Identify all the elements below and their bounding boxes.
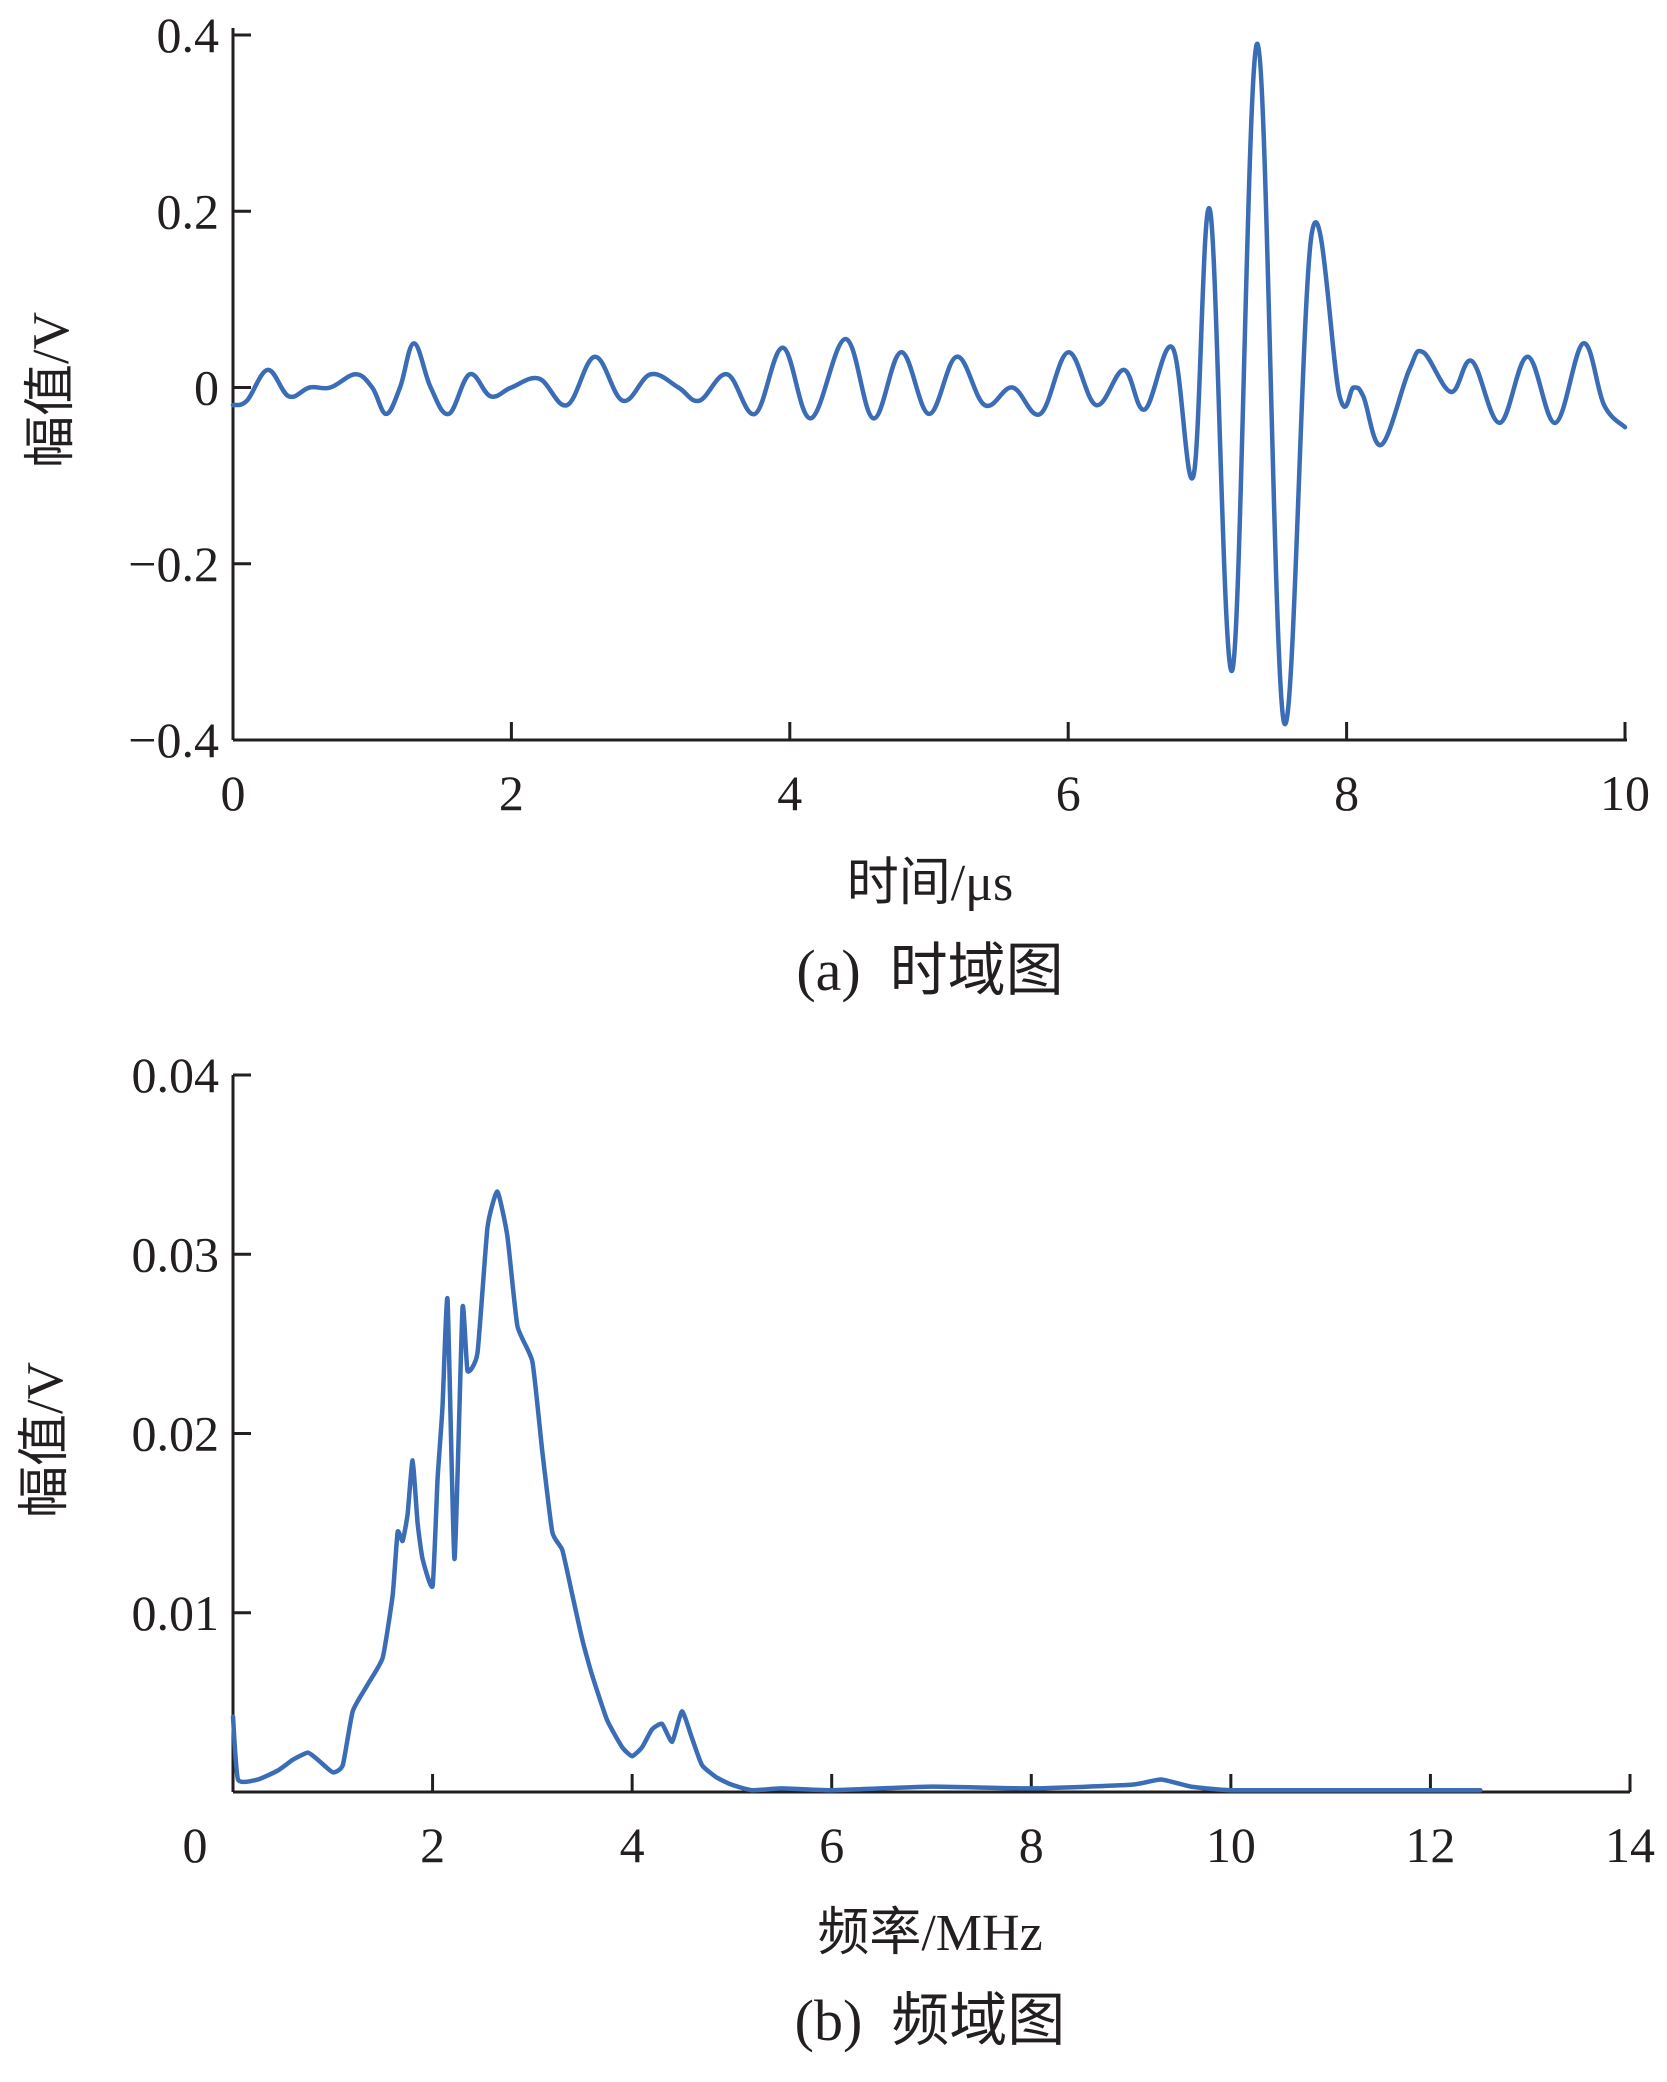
panel-b-caption: (b) 频域图 <box>795 1988 1066 2053</box>
signal-line <box>230 41 1628 727</box>
y-tick-label: 0.2 <box>157 183 220 239</box>
x-tick-label: 4 <box>620 1817 645 1873</box>
x-tick-label: 10 <box>1206 1817 1256 1873</box>
x-ticks: 0 2 4 6 8 10 <box>221 722 1650 821</box>
x-tick-label: 2 <box>499 765 524 821</box>
x-axis-title: 时间/μs <box>847 855 1014 912</box>
y-tick-label: 0.02 <box>132 1406 220 1462</box>
x-tick-label: 10 <box>1600 765 1650 821</box>
y-tick-label: 0.03 <box>132 1226 220 1282</box>
y-tick-label: 0.4 <box>157 7 220 63</box>
x-tick-label: 0 <box>183 1817 208 1873</box>
spectrum-line <box>230 1189 1483 1793</box>
panel-a-caption: (a) 时域图 <box>796 938 1063 1003</box>
y-tick-label: −0.4 <box>128 712 219 768</box>
y-tick-label: 0 <box>194 360 219 416</box>
time-domain-chart: −0.4 −0.2 0 0.2 0.4 0 2 4 6 8 10 时间/μs 幅值/V (a) 时… <box>23 7 1650 1003</box>
x-tick-label: 2 <box>420 1817 445 1873</box>
x-axis-title: 频率/MHz <box>817 1905 1042 1962</box>
x-tick-label: 8 <box>1334 765 1359 821</box>
y-tick-label: 0.04 <box>132 1047 220 1103</box>
x-tick-label: 14 <box>1605 1817 1655 1873</box>
x-tick-label: 0 <box>221 765 246 821</box>
y-axis-title: 幅值/V <box>23 312 80 468</box>
y-ticks: 0.01 0.02 0.03 0.04 <box>132 1047 251 1641</box>
x-tick-label: 4 <box>777 765 802 821</box>
y-tick-label: −0.2 <box>128 536 219 592</box>
x-tick-label: 8 <box>1019 1817 1044 1873</box>
x-tick-label: 12 <box>1405 1817 1455 1873</box>
y-axis-title: 幅值/V <box>17 1362 74 1518</box>
y-tick-label: 0.01 <box>132 1585 220 1641</box>
x-tick-label: 6 <box>819 1817 844 1873</box>
frequency-domain-chart: 0.01 0.02 0.03 0.04 0 2 4 6 8 10 12 14 频率/MHz 幅值/V… <box>17 1047 1655 2053</box>
y-ticks: −0.4 −0.2 0 0.2 0.4 <box>128 7 251 768</box>
x-tick-label: 6 <box>1056 765 1081 821</box>
